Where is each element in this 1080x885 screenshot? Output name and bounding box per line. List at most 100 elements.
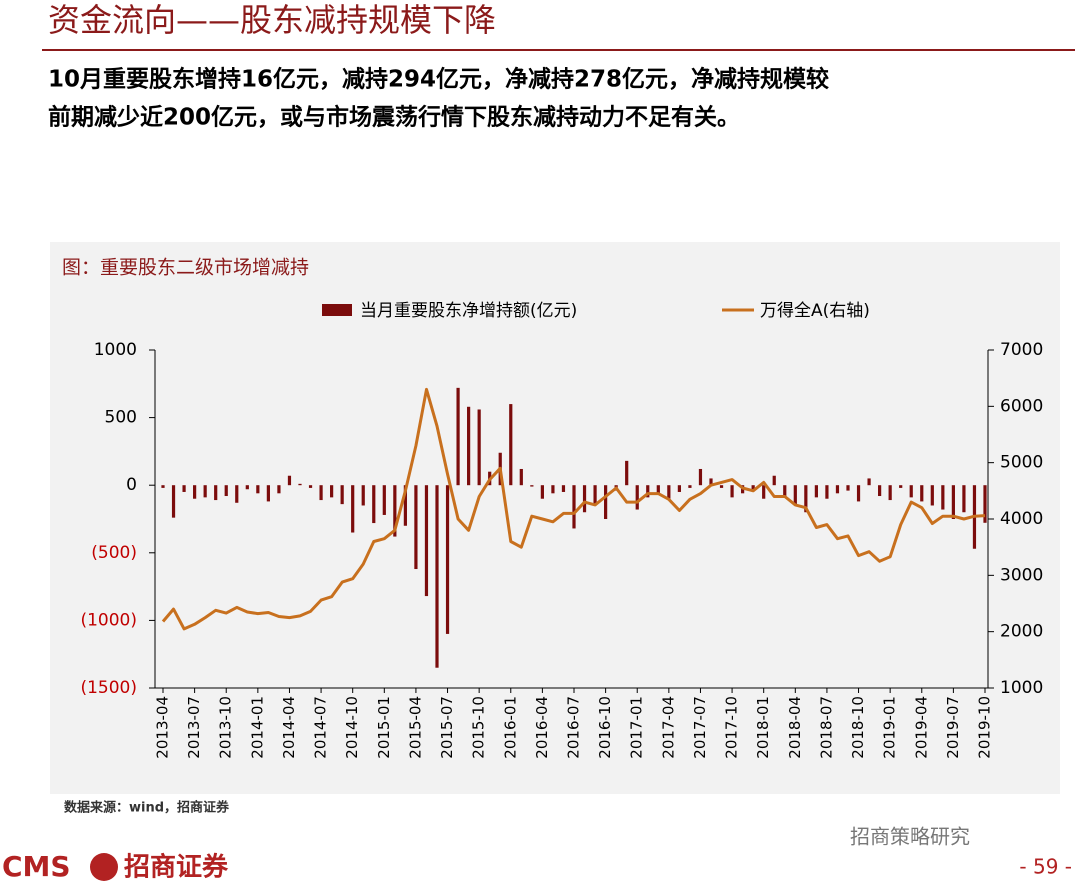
bar (182, 485, 186, 492)
bar (951, 485, 955, 519)
x-tick-label: 2016-01 (501, 696, 519, 759)
bar (530, 485, 534, 487)
bar (677, 485, 681, 492)
bar (224, 485, 228, 497)
bar (277, 485, 281, 494)
x-tick-label: 2017-04 (659, 696, 677, 759)
bar (604, 485, 608, 519)
y-tick-label: (1000) (80, 610, 137, 630)
bar (783, 485, 787, 497)
x-tick-label: 2014-07 (312, 696, 330, 759)
logo-icon (90, 853, 118, 881)
bar (266, 485, 270, 502)
bar (719, 485, 724, 488)
logo-text: 招商证券 (124, 852, 229, 883)
legend-label: 万得全A(右轴) (760, 301, 870, 321)
body-line: 前期减少近200亿元，或与市场震荡行情下股东减持动力不足有关。 (48, 104, 740, 131)
x-tick-label: 2017-10 (723, 696, 741, 759)
y2-tick-label: 7000 (1000, 340, 1043, 360)
bar (403, 485, 407, 526)
y2-tick-label: 2000 (1000, 622, 1043, 642)
x-tick-label: 2018-04 (786, 696, 804, 759)
y2-tick-label: 4000 (1000, 509, 1043, 529)
bar (414, 485, 418, 570)
bar (793, 485, 797, 506)
bar (287, 475, 292, 486)
x-tick-label: 2015-10 (470, 696, 488, 759)
bar (361, 485, 365, 506)
bar (582, 485, 587, 513)
bar (846, 485, 850, 491)
bar (635, 485, 639, 510)
bar (509, 404, 513, 486)
page-title: 资金流向——股东减持规模下降 (48, 1, 496, 39)
x-tick-label: 2013-10 (217, 696, 235, 759)
y2-tick-label: 1000 (1000, 678, 1043, 698)
bar (171, 485, 176, 518)
bar (330, 485, 334, 498)
bar (751, 485, 755, 490)
x-tick-label: 2015-07 (438, 696, 456, 759)
legend-swatch (322, 304, 352, 316)
bar (435, 485, 439, 668)
bar (298, 483, 302, 486)
bar (983, 485, 987, 523)
bar (930, 485, 934, 506)
watermark: 招商策略研究 (850, 825, 970, 849)
x-tick-label: 2019-07 (944, 696, 962, 759)
x-tick-label: 2017-01 (628, 696, 646, 759)
line (161, 387, 986, 631)
bar (245, 485, 249, 490)
y-tick-label: 0 (126, 475, 137, 495)
bar (962, 485, 966, 513)
y-tick-label: (1500) (80, 678, 137, 698)
x-tick-label: 2015-04 (406, 696, 424, 759)
bar (256, 485, 260, 494)
bar (941, 485, 945, 510)
bar (540, 485, 544, 499)
page-number: - 59 - (1019, 855, 1072, 879)
bar (835, 485, 840, 494)
bar (698, 468, 703, 486)
legend-label: 当月重要股东净增持额(亿元) (360, 301, 577, 321)
logo-latin: CMS (2, 850, 71, 883)
bar (814, 485, 818, 498)
x-tick-label: 2016-10 (596, 696, 614, 759)
bar (340, 485, 344, 505)
x-tick-label: 2015-01 (375, 696, 393, 759)
x-tick-label: 2014-04 (280, 696, 298, 759)
bar (161, 485, 165, 488)
bar (551, 485, 555, 494)
bar (920, 485, 924, 502)
x-tick-label: 2019-04 (912, 696, 930, 759)
bar (372, 485, 376, 524)
bar (888, 485, 892, 501)
bar (856, 485, 861, 502)
x-tick-label: 2017-07 (691, 696, 709, 759)
y-tick-label: (500) (91, 543, 137, 563)
bar (804, 485, 808, 513)
bar (203, 485, 207, 498)
bar (646, 485, 650, 498)
x-tick-label: 2018-07 (817, 696, 835, 759)
bar (393, 485, 397, 537)
chart-title: 图：重要股东二级市场增减持 (62, 257, 309, 279)
bar (878, 485, 882, 497)
bar (214, 485, 218, 501)
source: 数据来源：wind，招商证券 (64, 800, 230, 816)
chart-background (50, 242, 1060, 794)
bar (467, 406, 471, 486)
bar (445, 485, 450, 634)
x-tick-label: 2013-04 (154, 696, 172, 759)
bar (867, 478, 871, 486)
x-tick-label: 2016-07 (565, 696, 583, 759)
bar (382, 485, 386, 515)
body-line: 10月重要股东增持16亿元，减持294亿元，净减持278亿元，净减持规模较 (48, 66, 829, 93)
bar (235, 485, 239, 503)
y-tick-label: 500 (105, 408, 137, 428)
x-tick-label: 2018-01 (754, 696, 772, 759)
bar (909, 485, 913, 498)
bar (193, 485, 197, 499)
y2-tick-label: 3000 (1000, 565, 1043, 585)
